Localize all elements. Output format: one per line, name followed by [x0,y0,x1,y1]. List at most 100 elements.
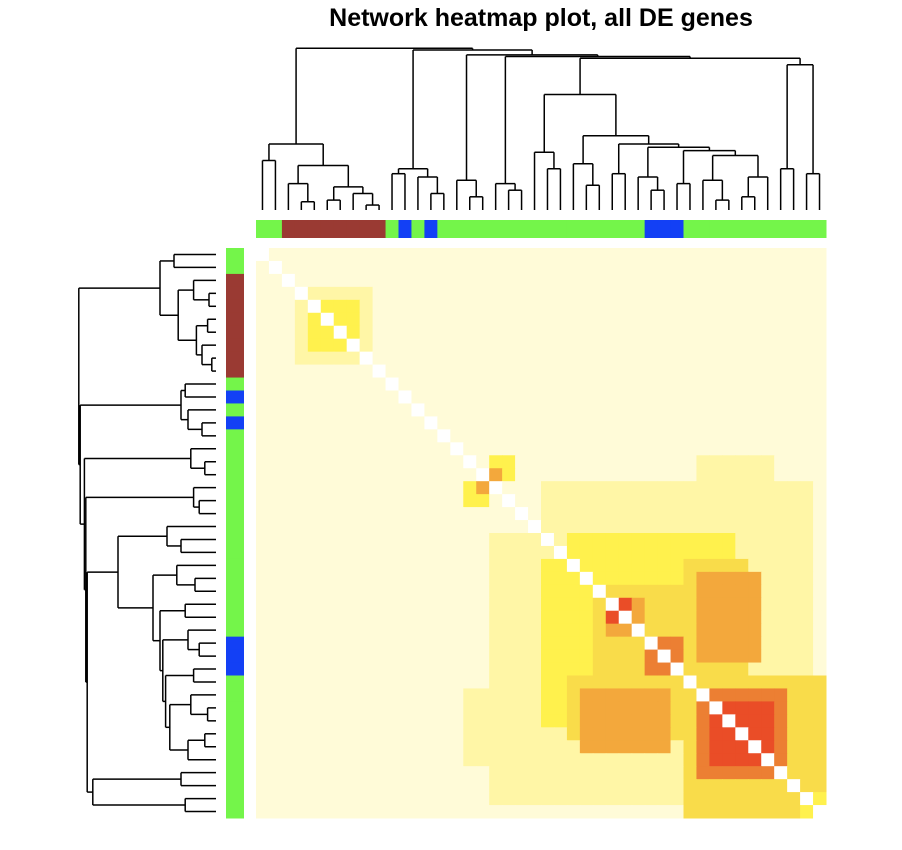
left-module-color [226,364,244,379]
heatmap-cell [333,623,348,638]
heatmap-cell [502,312,516,327]
heatmap-cell [476,753,490,767]
heatmap-cell [748,494,762,508]
heatmap-cell [398,779,412,793]
heatmap-cell [566,338,581,353]
heatmap-cell [528,779,542,793]
heatmap-cell [541,520,555,534]
heatmap-cell [450,714,464,728]
heatmap-cell [268,766,283,780]
heatmap-cell [398,636,412,651]
heatmap-cell [307,688,322,702]
heatmap-cell [268,792,283,806]
heatmap-cell [489,610,503,625]
heatmap-cell [359,377,374,391]
heatmap-cell [294,260,309,275]
heatmap-cell [281,623,296,638]
heatmap-cell [696,416,710,430]
heatmap-cell [748,545,762,560]
heatmap-cell [774,416,788,430]
left-module-color [226,377,244,391]
heatmap-cell [346,636,361,651]
heatmap-cell [359,481,374,495]
heatmap-cell [502,649,516,664]
heatmap-cell [709,740,723,754]
heatmap-cell [359,494,374,508]
heatmap-cell [579,597,594,612]
heatmap-cell [359,442,374,456]
heatmap-cell [787,416,801,430]
heatmap-cell [256,779,270,793]
heatmap-cell [502,364,516,379]
heatmap-cell [657,455,672,469]
heatmap-cell [553,312,568,327]
heatmap-cell [333,558,348,573]
heatmap-cell [437,455,451,469]
heatmap-cell [735,675,749,689]
heatmap-cell [320,520,335,534]
heatmap-cell [553,753,568,767]
heatmap-cell [657,520,672,534]
heatmap-cell [294,273,309,288]
heatmap-cell [748,688,762,702]
heatmap-cell [476,792,490,806]
top-module-color [683,220,697,238]
heatmap-cell [761,312,775,327]
heatmap-cell [346,584,361,599]
heatmap-cell [437,325,451,340]
heatmap-cell [528,584,542,599]
heatmap-cell [463,533,477,547]
heatmap-cell [398,623,412,638]
heatmap-cell [320,597,335,612]
heatmap-cell [631,364,646,379]
heatmap-cell [398,597,412,612]
heatmap-cell [696,248,710,262]
heatmap-cell [385,494,399,508]
heatmap-cell [696,740,710,754]
heatmap-cell [800,779,814,793]
heatmap-cell [411,481,425,495]
heatmap-cell [281,273,296,288]
left-module-color [226,753,244,767]
heatmap-cell [385,442,399,456]
heatmap-cell [372,727,387,741]
heatmap-cell [566,714,581,728]
heatmap-cell [346,286,361,301]
heatmap-cell [450,468,464,482]
heatmap-cell [359,455,374,469]
heatmap-cell [333,351,348,366]
heatmap-cell [761,273,775,288]
heatmap-cell [722,351,736,366]
heatmap-cell [320,805,335,819]
heatmap-cell [761,429,775,443]
heatmap-cell [268,377,283,391]
heatmap-cell [307,455,322,469]
heatmap-cell [787,727,801,741]
heatmap-cell [281,545,296,560]
heatmap-cell [463,688,477,702]
heatmap-cell [696,429,710,443]
heatmap-cell [437,299,451,314]
heatmap-cell [437,597,451,612]
heatmap-cell [450,766,464,780]
heatmap-cell [502,545,516,560]
heatmap-cell [553,442,568,456]
heatmap-cell [566,533,581,547]
heatmap-cell [657,688,672,702]
heatmap-cell [566,351,581,366]
heatmap-cell [566,429,581,443]
heatmap-cell [489,766,503,780]
heatmap-cell [385,260,399,275]
heatmap-cell [541,507,555,521]
heatmap-cell [346,558,361,573]
heatmap-cell [644,805,659,819]
heatmap-cell [761,597,775,612]
heatmap-cell [683,273,697,288]
heatmap-cell [294,416,309,430]
heatmap-cell [761,338,775,353]
heatmap-cell [515,299,529,314]
heatmap-cell [385,662,399,676]
heatmap-cell [657,805,672,819]
heatmap-cell [372,507,387,521]
heatmap-cell [774,558,788,573]
